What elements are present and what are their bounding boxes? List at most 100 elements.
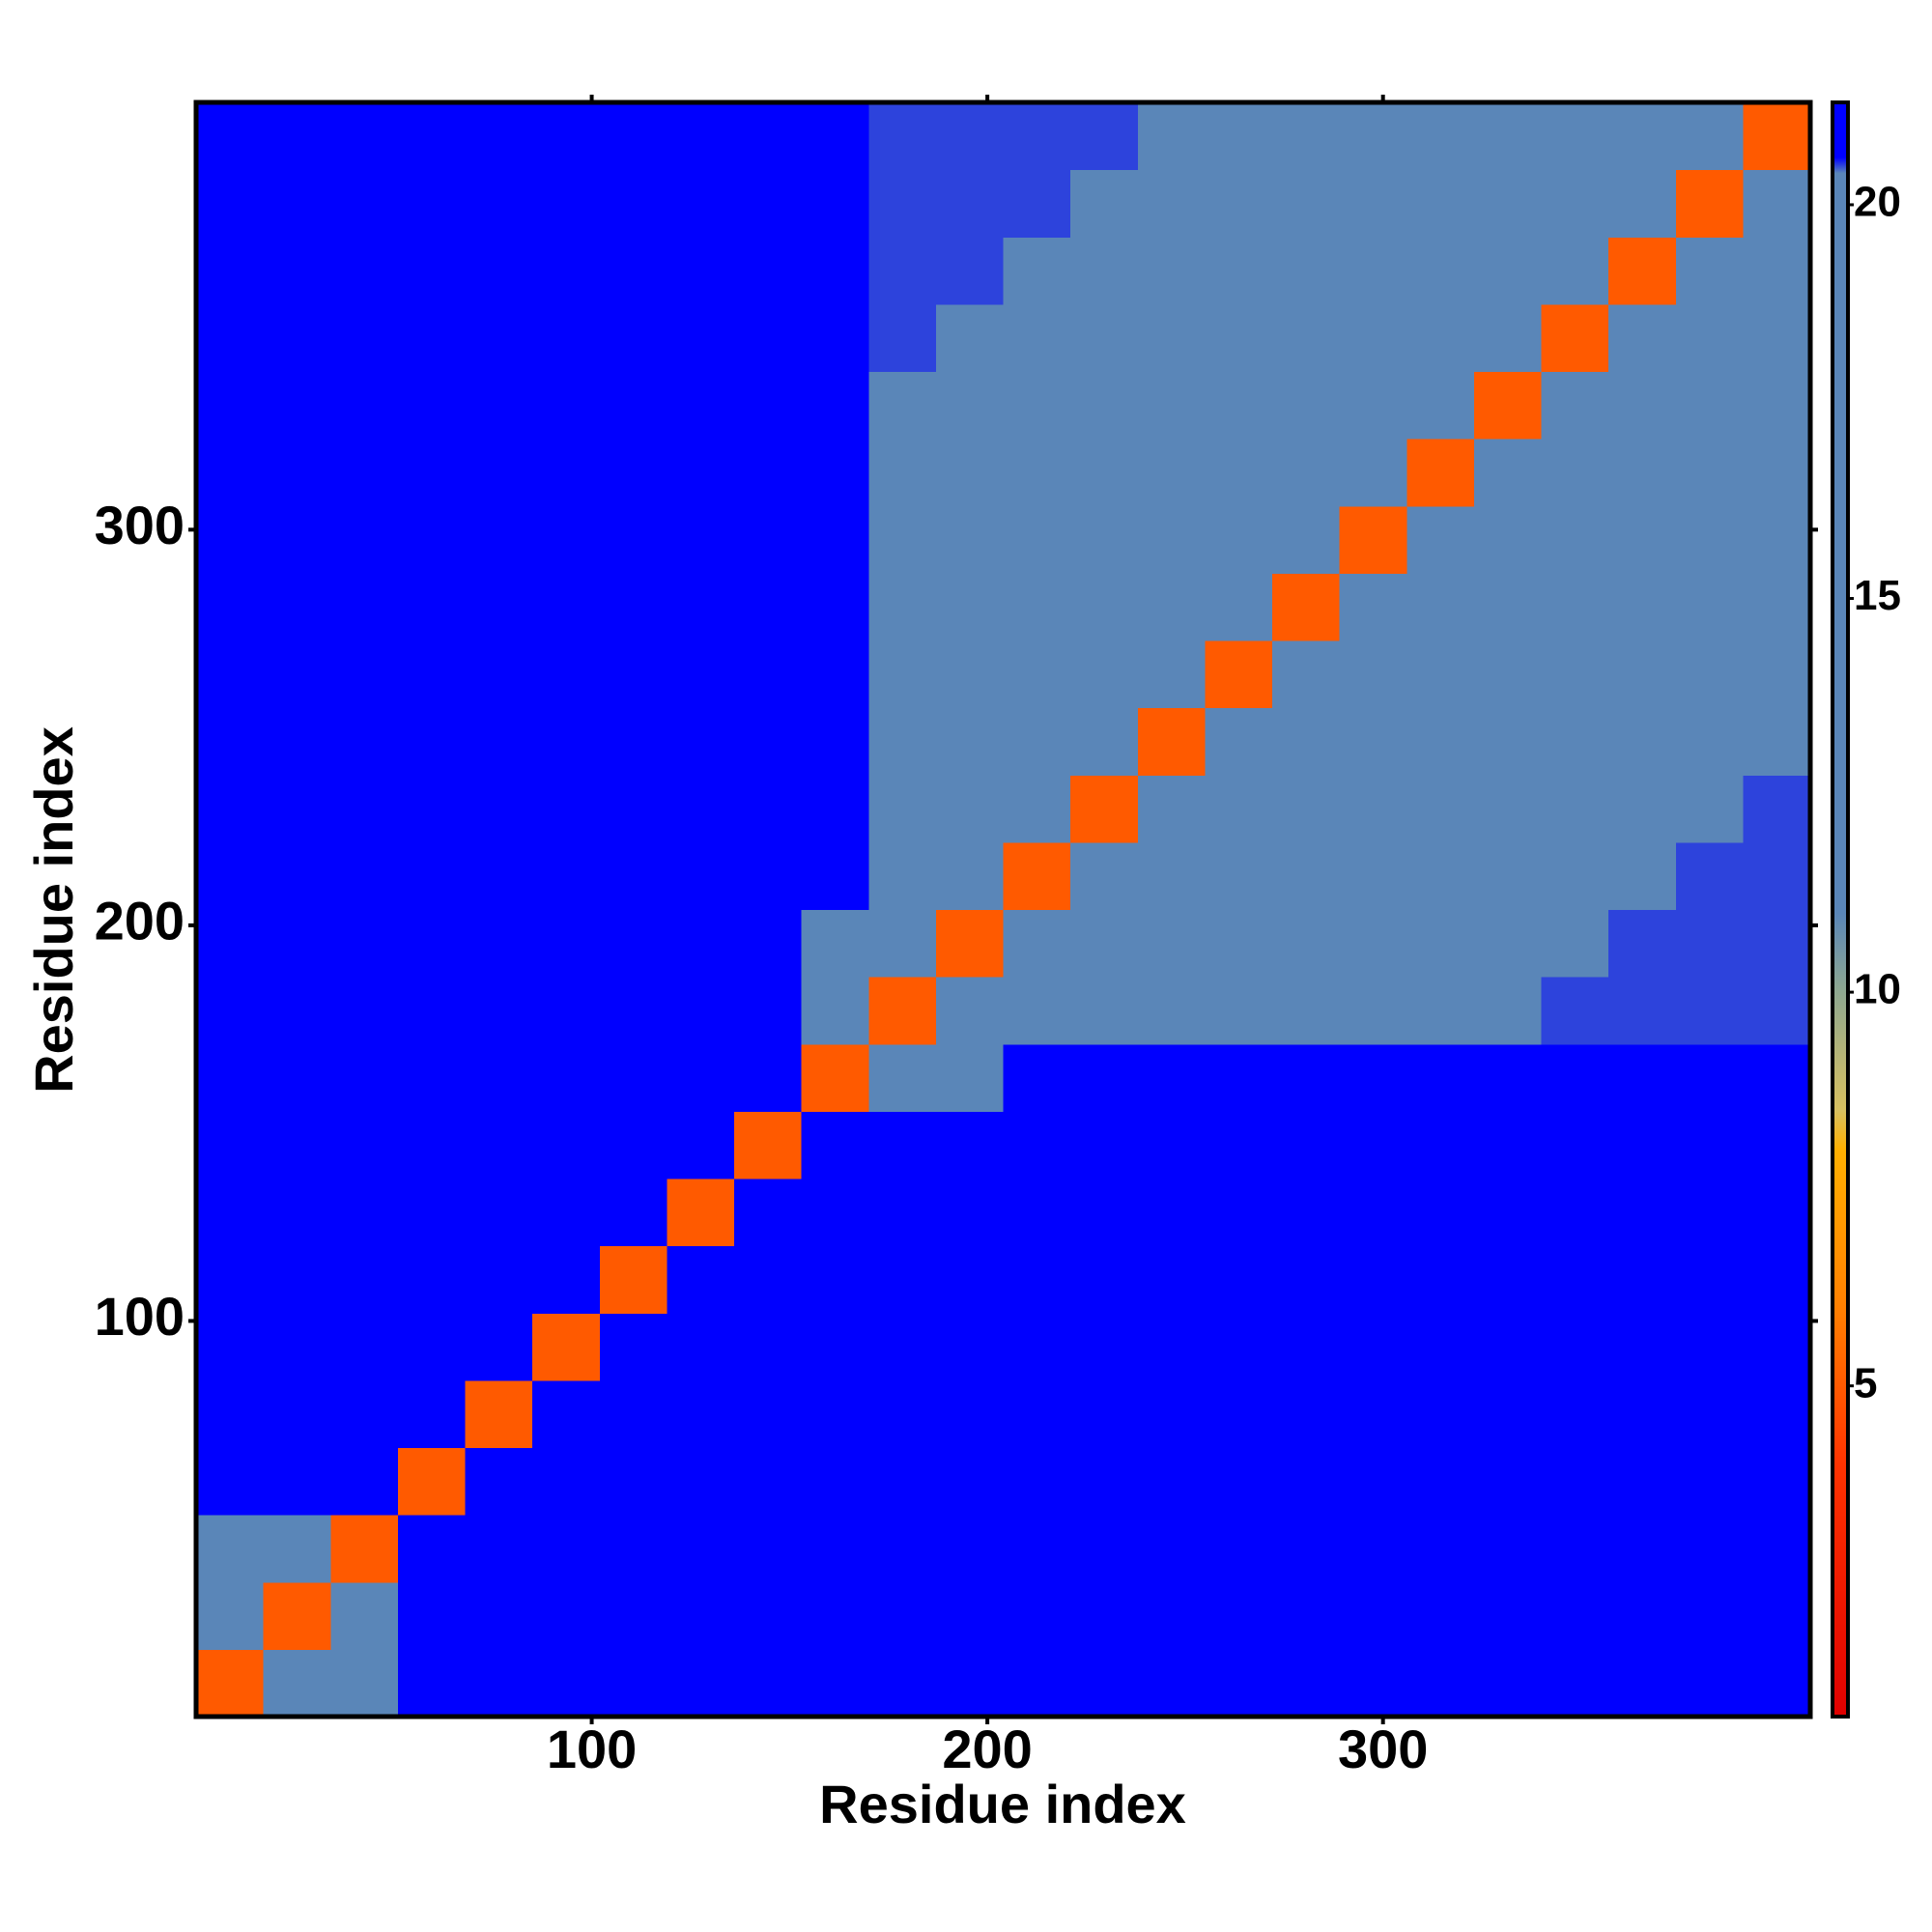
heatmap-cell (667, 1379, 735, 1448)
heatmap-cell (868, 909, 937, 978)
heatmap-cell (1272, 1379, 1341, 1448)
heatmap-cell (1003, 841, 1071, 910)
heatmap-cell (196, 573, 265, 641)
heatmap-cell (1608, 371, 1677, 440)
heatmap-cell (1406, 303, 1475, 372)
heatmap-cell (1541, 439, 1609, 507)
heatmap-cell (1743, 775, 1811, 843)
heatmap-cell (1406, 439, 1475, 507)
heatmap-cell (263, 1313, 331, 1381)
heatmap-cell (1272, 1581, 1341, 1650)
heatmap-cell (1137, 1043, 1206, 1112)
heatmap-cell (734, 909, 803, 978)
heatmap-cell (1070, 1515, 1139, 1583)
heatmap-cell (868, 640, 937, 709)
heatmap-cell (1608, 1179, 1677, 1247)
heatmap-cell (1608, 169, 1677, 238)
heatmap-cell (263, 371, 331, 440)
heatmap-cell (734, 237, 803, 305)
heatmap-cell (1406, 1245, 1475, 1314)
heatmap-cell (1473, 237, 1542, 305)
heatmap-cell (1205, 1313, 1273, 1381)
heatmap-cell (465, 977, 533, 1045)
heatmap-cell (1406, 1581, 1475, 1650)
heatmap-cell (1743, 1043, 1811, 1112)
heatmap-cell (465, 371, 533, 440)
heatmap-cell (1473, 1581, 1542, 1650)
heatmap-cell (465, 439, 533, 507)
heatmap-cell (801, 505, 869, 574)
heatmap-cell (801, 371, 869, 440)
heatmap-cell (1473, 505, 1542, 574)
heatmap-cell (532, 505, 601, 574)
heatmap-cell (1608, 102, 1677, 171)
heatmap-cell (397, 237, 466, 305)
heatmap-cell (1541, 977, 1609, 1045)
heatmap-cell (1675, 169, 1744, 238)
heatmap-cell (801, 1111, 869, 1179)
heatmap-cell (935, 775, 1004, 843)
heatmap-cell (1608, 1649, 1677, 1718)
heatmap-cell (1473, 102, 1542, 171)
heatmap-cell (599, 1043, 668, 1112)
heatmap-cell (532, 102, 601, 171)
heatmap-cell (1541, 1313, 1609, 1381)
heatmap-cell (1272, 909, 1341, 978)
heatmap-cell (1003, 1245, 1071, 1314)
heatmap-cell (1406, 640, 1475, 709)
heatmap-cell (1743, 371, 1811, 440)
heatmap-cell (1339, 102, 1407, 171)
heatmap-cell (330, 841, 399, 910)
heatmap-cell (1675, 1043, 1744, 1112)
heatmap-cell (1541, 640, 1609, 709)
heatmap-cell (1339, 1379, 1407, 1448)
heatmap-cell (532, 1313, 601, 1381)
heatmap-cell (263, 102, 331, 171)
heatmap-cell (801, 1649, 869, 1718)
heatmap-cell (1675, 573, 1744, 641)
heatmap-cell (532, 841, 601, 910)
heatmap-cell (1339, 169, 1407, 238)
heatmap-cell (1003, 707, 1071, 776)
heatmap-cell (599, 573, 668, 641)
heatmap-cell (465, 909, 533, 978)
heatmap-cell (1272, 977, 1341, 1045)
heatmap-cell (935, 1111, 1004, 1179)
heatmap-cell (667, 640, 735, 709)
heatmap-cell (801, 1515, 869, 1583)
heatmap-cell (935, 102, 1004, 171)
heatmap-cell (1608, 775, 1677, 843)
heatmap-cell (196, 439, 265, 507)
heatmap-cell (196, 169, 265, 238)
heatmap-cell (263, 1245, 331, 1314)
y-axis-title: Residue index (23, 726, 84, 1094)
heatmap-cell (1339, 640, 1407, 709)
heatmap-cell (734, 977, 803, 1045)
heatmap-cell (1137, 707, 1206, 776)
heatmap-cell (1070, 1379, 1139, 1448)
heatmap-cell (1473, 909, 1542, 978)
heatmap-cell (397, 977, 466, 1045)
heatmap-cell (1003, 1515, 1071, 1583)
heatmap-cell (263, 1379, 331, 1448)
heatmap-cell (1406, 707, 1475, 776)
heatmap-cell (1675, 439, 1744, 507)
heatmap-cell (734, 1043, 803, 1112)
heatmap-cell (1205, 169, 1273, 238)
heatmap-cell (868, 1515, 937, 1583)
heatmap-cell (1003, 1179, 1071, 1247)
heatmap-cell (1406, 977, 1475, 1045)
heatmap-cell (667, 439, 735, 507)
heatmap-cell (397, 1043, 466, 1112)
heatmap-cell (868, 841, 937, 910)
heatmap-cell (734, 1179, 803, 1247)
heatmap-cell (667, 977, 735, 1045)
heatmap-cell (1541, 1245, 1609, 1314)
heatmap-cell (1339, 909, 1407, 978)
heatmap-cell (330, 1179, 399, 1247)
heatmap-cell (1205, 505, 1273, 574)
heatmap-cell (1608, 1515, 1677, 1583)
heatmap-cell (935, 303, 1004, 372)
heatmap-cell (1070, 102, 1139, 171)
heatmap-cell (801, 303, 869, 372)
